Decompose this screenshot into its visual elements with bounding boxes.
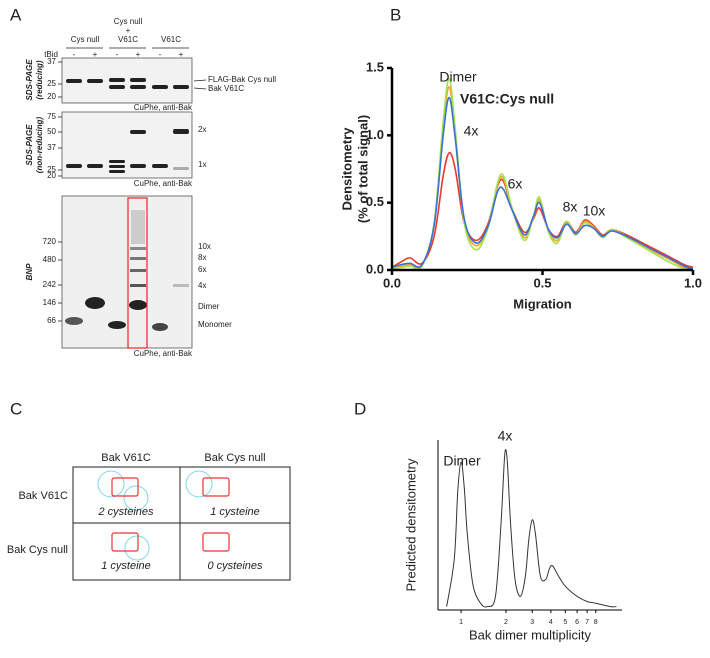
x-tick-label: 1 xyxy=(459,619,463,626)
y-axis-label: Predicted densitometry xyxy=(403,458,418,591)
band-label: Dimer xyxy=(198,302,220,311)
lane-label: - xyxy=(116,50,119,59)
mw-marker: 25 xyxy=(47,165,56,174)
lane-label: - xyxy=(73,50,76,59)
condition-label: + xyxy=(126,26,131,35)
y-tick-label: 0.5 xyxy=(366,194,384,209)
mw-marker: 20 xyxy=(47,171,56,180)
lane-label: + xyxy=(136,50,141,59)
gel-caption: CuPhe, anti-Bak xyxy=(134,349,193,358)
gel xyxy=(61,111,193,179)
y-tick-label: 1.5 xyxy=(366,59,384,74)
lane-label: + xyxy=(93,50,98,59)
lane-label: - xyxy=(159,50,162,59)
x-tick-label: 1.0 xyxy=(684,275,702,290)
x-tick-label: 0.0 xyxy=(383,275,401,290)
panel-c-table xyxy=(72,466,291,581)
gel-caption: CuPhe, anti-Bak xyxy=(134,179,193,188)
x-axis-label: Migration xyxy=(513,296,572,311)
band-label: Monomer xyxy=(198,320,232,329)
annotation: 4x xyxy=(464,123,479,139)
x-tick-label: 5 xyxy=(563,619,567,626)
condition-label: V61C xyxy=(118,35,138,44)
annotation: 6x xyxy=(508,176,523,192)
band-label: FLAG-Bak Cys null xyxy=(208,75,276,84)
cell-text: 1 cysteine xyxy=(210,506,260,518)
gel xyxy=(61,57,193,104)
gel-y-label: SDS-PAGE xyxy=(25,59,34,101)
condition-label: Cys null xyxy=(114,17,143,26)
mw-marker: 25 xyxy=(47,79,56,88)
y-tick-label: 1.0 xyxy=(366,127,384,142)
x-tick-label: 8 xyxy=(594,619,598,626)
annotation: 8x xyxy=(563,199,578,215)
panel-label: D xyxy=(354,399,366,418)
series-line xyxy=(391,77,694,271)
bands xyxy=(65,78,189,331)
mw-marker: 50 xyxy=(47,127,56,136)
chart-title: V61C:Cys null xyxy=(460,91,554,107)
gel-y-label: (reducing) xyxy=(35,60,44,99)
band-label: 6x xyxy=(198,265,206,274)
cell-text: 1 cysteine xyxy=(101,560,151,572)
series-line xyxy=(446,449,617,608)
band-arrows xyxy=(193,79,207,90)
x-tick-label: 6 xyxy=(575,619,579,626)
condition-label: V61C xyxy=(161,35,181,44)
y-axis-label: (% of total signal) xyxy=(355,115,370,223)
annotation: Dimer xyxy=(443,453,481,469)
mw-marker: 37 xyxy=(47,57,56,66)
band-label: Bak V61C xyxy=(208,84,244,93)
cell-text: 2 cysteines xyxy=(97,506,154,518)
row-header: Bak V61C xyxy=(18,490,68,502)
mw-marker: 75 xyxy=(47,112,56,121)
x-tick-label: 3 xyxy=(530,619,534,626)
y-tick-label: 0.0 xyxy=(366,261,384,276)
row-header: Bak Cys null xyxy=(7,544,68,556)
annotation: 10x xyxy=(583,203,606,219)
gel-y-label: BNP xyxy=(25,263,34,281)
panel-label: A xyxy=(10,5,22,24)
series-line xyxy=(391,96,694,270)
x-axis-label: Bak dimer multiplicity xyxy=(469,627,592,642)
band-label: 1x xyxy=(198,160,206,169)
x-tick-label: 4 xyxy=(549,619,553,626)
mw-marker: 66 xyxy=(47,316,56,325)
x-tick-label: 2 xyxy=(504,619,508,626)
mw-marker: 480 xyxy=(43,255,57,264)
mw-marker: 37 xyxy=(47,143,56,152)
band-label: 8x xyxy=(198,253,206,262)
cell-text: 0 cysteines xyxy=(207,560,263,572)
condition-label: Cys null xyxy=(71,35,100,44)
x-tick-label: 7 xyxy=(585,619,589,626)
column-header: Bak Cys null xyxy=(204,452,265,464)
series-line xyxy=(391,86,694,270)
highlight-box xyxy=(127,197,148,349)
gel-y-label: (non-reducing) xyxy=(35,116,44,173)
band-label: 4x xyxy=(198,281,206,290)
gel-y-label: SDS-PAGE xyxy=(25,124,34,166)
lane-label: + xyxy=(179,50,184,59)
band-label: 10x xyxy=(198,242,211,251)
gel-caption: CuPhe, anti-Bak xyxy=(134,103,193,112)
annotation: Dimer xyxy=(439,69,477,85)
mw-marker: 242 xyxy=(43,280,57,289)
y-axis-label: Densitometry xyxy=(339,127,354,211)
mw-marker: 20 xyxy=(47,92,56,101)
mw-marker: 720 xyxy=(43,237,57,246)
column-header: Bak V61C xyxy=(101,452,151,464)
x-tick-label: 0.5 xyxy=(533,275,551,290)
panel-label: B xyxy=(390,5,401,24)
gel xyxy=(61,195,193,349)
band-label: 2x xyxy=(198,125,206,134)
mw-marker: 146 xyxy=(43,298,57,307)
gels xyxy=(61,47,207,349)
treatment-label: tBid xyxy=(44,50,58,59)
panel-label: C xyxy=(10,399,22,418)
annotation: 4x xyxy=(498,428,513,444)
